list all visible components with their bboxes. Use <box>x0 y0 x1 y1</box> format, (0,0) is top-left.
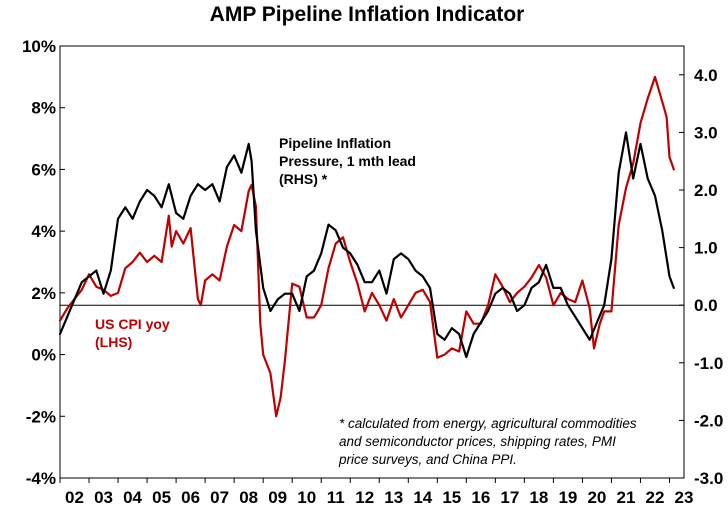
x-tick-label: 14 <box>413 488 432 507</box>
x-tick-label: 23 <box>675 488 694 507</box>
left-tick-label: 0% <box>31 346 56 365</box>
x-axis: 02 03 04 05 06 07 08 09 10 11 12 13 14 15 16 17 18 19 20 21… <box>59 478 694 507</box>
x-tick-label: 20 <box>587 488 606 507</box>
cpi-label-line2: (LHS) <box>95 334 132 350</box>
x-tick-label: 07 <box>210 488 229 507</box>
x-tick-label: 02 <box>65 488 84 507</box>
left-tick-label: -2% <box>26 407 56 426</box>
footnote-line2: and semiconductor prices, shipping rates… <box>339 434 616 449</box>
series-layer <box>58 75 675 418</box>
footnote: * calculated from energy, agricultural c… <box>338 416 637 467</box>
x-tick-label: 04 <box>123 488 142 507</box>
right-tick-label: 2.0 <box>694 181 718 200</box>
x-tick-label: 10 <box>297 488 316 507</box>
chart-title: AMP Pipeline Inflation Indicator <box>210 3 525 26</box>
x-tick-label: 06 <box>181 488 200 507</box>
right-tick-label: -1.0 <box>694 354 723 373</box>
x-tick-label: 19 <box>558 488 577 507</box>
footnote-line3: price surveys, and China PPI. <box>338 452 517 467</box>
left-tick-label: 2% <box>31 284 56 303</box>
x-tick-label: 17 <box>500 488 519 507</box>
x-tick-label: 21 <box>616 488 635 507</box>
right-tick-label: 1.0 <box>694 239 718 258</box>
pipeline-label-line1: Pipeline Inflation <box>279 135 391 151</box>
left-tick-label: 4% <box>31 222 56 241</box>
cpi-label-line1: US CPI yoy <box>95 316 170 332</box>
series-cpi-line <box>58 75 675 418</box>
pipeline-label-line3: (RHS) * <box>279 171 328 187</box>
plot-area <box>59 45 685 479</box>
x-tick-label: 08 <box>239 488 258 507</box>
series-pipeline-line <box>58 131 675 359</box>
right-axis: -3.0 -2.0 -1.0 0.0 1.0 2.0 3.0 4.0 <box>679 66 723 488</box>
right-tick-label: -3.0 <box>694 469 723 488</box>
x-tick-label: 16 <box>471 488 490 507</box>
series-label-cpi: US CPI yoy (LHS) <box>95 316 170 350</box>
pipeline-label-line2: Pressure, 1 mth lead <box>279 153 416 169</box>
left-axis: -4% -2% 0% 2% 4% 6% 8% 10% <box>22 37 65 488</box>
x-tick-label: 11 <box>327 488 345 507</box>
x-tick-label: 12 <box>355 488 374 507</box>
right-tick-label: 3.0 <box>694 123 718 142</box>
right-tick-label: -2.0 <box>694 411 723 430</box>
x-tick-label: 15 <box>442 488 461 507</box>
x-tick-label: 22 <box>646 488 665 507</box>
left-tick-label: 6% <box>31 160 56 179</box>
left-tick-label: 8% <box>31 99 56 118</box>
right-tick-label: 0.0 <box>694 296 718 315</box>
footnote-line1: * calculated from energy, agricultural c… <box>339 416 637 431</box>
series-label-pipeline: Pipeline Inflation Pressure, 1 mth lead … <box>279 135 416 187</box>
right-tick-label: 4.0 <box>694 66 718 85</box>
left-tick-label: -4% <box>26 469 56 488</box>
x-tick-label: 18 <box>529 488 548 507</box>
x-tick-label: 03 <box>94 488 113 507</box>
left-tick-label: 10% <box>22 37 56 56</box>
x-tick-label: 09 <box>268 488 287 507</box>
x-tick-label: 05 <box>152 488 171 507</box>
x-tick-label: 13 <box>384 488 403 507</box>
